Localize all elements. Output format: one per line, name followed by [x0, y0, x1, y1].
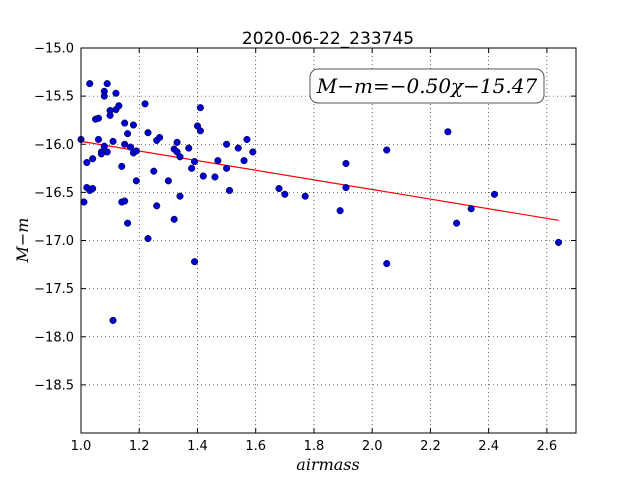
data-point	[444, 128, 452, 136]
fit-annotation: M−m=−0.50χ−15.47	[309, 68, 545, 104]
data-point	[150, 167, 158, 175]
points-layer	[77, 80, 563, 324]
y-tick-label: −15.0	[34, 42, 74, 57]
data-point	[89, 155, 97, 163]
data-point	[342, 184, 350, 192]
data-point	[240, 157, 248, 165]
x-tick-label: 2.4	[478, 439, 499, 454]
x-tick-label: 1.4	[187, 439, 208, 454]
data-point	[80, 198, 88, 206]
chart-title: 2020-06-22_233745	[242, 29, 414, 49]
data-point	[156, 133, 164, 142]
annotation-box	[309, 68, 545, 104]
data-point	[124, 219, 132, 227]
data-point	[191, 258, 199, 266]
data-point	[223, 140, 231, 148]
data-point	[225, 186, 234, 194]
y-tick-label: −16.5	[34, 186, 74, 201]
data-point	[234, 144, 242, 152]
data-point	[100, 142, 108, 150]
data-point	[121, 197, 129, 205]
data-point	[196, 127, 204, 135]
data-point	[106, 111, 114, 119]
data-point	[199, 172, 207, 180]
data-point	[188, 164, 196, 172]
data-point	[196, 104, 204, 112]
data-point	[223, 164, 231, 172]
data-point	[94, 114, 103, 122]
data-point	[214, 157, 222, 165]
fit-layer	[80, 140, 559, 221]
data-point	[132, 177, 140, 185]
data-point	[132, 147, 140, 155]
data-point	[112, 89, 120, 97]
data-point	[301, 192, 309, 200]
data-point	[100, 92, 108, 100]
data-point	[103, 80, 111, 88]
data-point	[141, 100, 149, 108]
data-point	[144, 235, 152, 243]
y-tick-label: −18.0	[34, 330, 74, 345]
data-point	[176, 153, 184, 161]
data-point	[86, 80, 94, 88]
x-axis-label: airmass	[296, 455, 359, 474]
x-tick-label: 1.8	[304, 439, 325, 454]
data-point	[490, 190, 499, 198]
data-point	[191, 158, 199, 166]
data-point	[124, 130, 132, 138]
data-point	[115, 102, 123, 110]
data-point	[336, 207, 344, 215]
data-point	[342, 159, 350, 168]
y-tick-label: −18.5	[34, 378, 74, 393]
data-point	[126, 143, 135, 151]
annotation-text: M−m=−0.50χ−15.47	[316, 74, 538, 98]
data-point	[164, 177, 172, 185]
data-point	[176, 192, 184, 200]
y-axis-label: M−m	[13, 218, 32, 264]
y-axis: −15.0 −15.5 −16.0 −16.5 −17.0 −17.5 −18.0 −18.5	[34, 42, 576, 393]
x-tick-label: 1.0	[71, 439, 92, 454]
y-tick-label: −15.5	[34, 90, 74, 105]
data-point	[249, 148, 257, 156]
x-tick-label: 2.2	[420, 439, 441, 454]
data-point	[211, 173, 219, 181]
data-point	[94, 135, 103, 143]
data-point	[185, 144, 193, 152]
data-point	[129, 121, 137, 129]
data-point	[83, 158, 91, 167]
x-tick-label: 1.6	[245, 439, 266, 454]
data-point	[281, 190, 289, 198]
data-point	[109, 316, 117, 324]
x-axis: 1.0 1.2 1.4 1.6 1.8 2.0 2.2 2.4 2.6	[71, 48, 558, 454]
data-point	[383, 260, 391, 268]
data-point	[173, 138, 181, 146]
data-point	[121, 140, 129, 148]
x-tick-label: 2.6	[537, 439, 558, 454]
data-point	[103, 148, 111, 156]
data-point	[121, 119, 129, 127]
fit-line	[80, 140, 559, 221]
data-point	[89, 184, 97, 193]
data-point	[243, 135, 251, 143]
data-point	[275, 184, 283, 193]
data-point	[153, 202, 161, 210]
data-point	[453, 219, 461, 227]
data-point	[467, 205, 475, 213]
x-tick-label: 1.2	[129, 439, 150, 454]
data-point	[170, 215, 178, 223]
data-point	[118, 162, 126, 170]
y-tick-label: −17.0	[34, 234, 74, 249]
data-point	[109, 137, 117, 145]
data-point	[144, 129, 152, 137]
data-point	[383, 146, 391, 154]
y-tick-label: −16.0	[34, 138, 74, 153]
data-point	[554, 238, 563, 246]
y-tick-label: −17.5	[34, 282, 74, 297]
x-tick-label: 2.0	[362, 439, 383, 454]
